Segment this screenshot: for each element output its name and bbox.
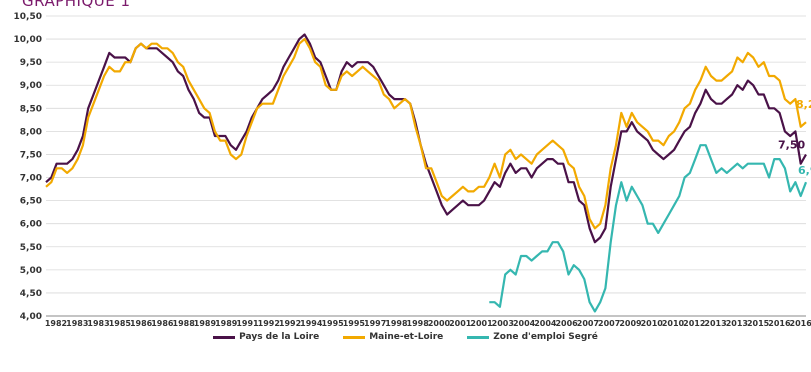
x-tick-label: 2003 (492, 319, 514, 328)
x-tick-label: 2010 (641, 319, 664, 328)
x-tick-label: 2001 (470, 319, 493, 328)
y-tick-label: 10,00 (14, 35, 42, 45)
x-tick-label: 2007 (598, 319, 620, 328)
series-line-maine (45, 38, 807, 230)
x-tick-label: 1997 (364, 319, 386, 328)
x-tick-label: 2000 (428, 319, 451, 328)
y-tick-label: 9,00 (20, 81, 42, 91)
x-tick-label: 2007 (577, 319, 599, 328)
x-tick-label: 2016 (768, 319, 791, 328)
x-tick-label: 2004 (513, 319, 536, 328)
line-chart: 4,00 4,50 5,00 5,50 6,00 6,50 7,00 7,50 8,00 8,50… (14, 12, 811, 328)
y-tick-label: 7,00 (20, 174, 42, 184)
series-lines (45, 33, 808, 313)
legend-item-maine: Maine-et-Loire (343, 332, 443, 342)
y-tick-label: 8,00 (20, 127, 42, 137)
x-tick-label: 2009 (619, 319, 642, 328)
y-tick-label: 5,00 (20, 266, 42, 276)
legend-swatch-pays (213, 335, 236, 339)
x-tick-label: 2016 (790, 319, 811, 328)
y-tick-label: 10,50 (14, 12, 42, 22)
y-tick-label: 8,50 (20, 104, 42, 114)
x-tick-label: 1992 (258, 319, 280, 328)
x-tick-label: 1989 (194, 319, 217, 328)
x-tick-label: 1983 (87, 319, 109, 328)
x-tick-label: 1988 (173, 319, 196, 328)
grid-lines (46, 15, 806, 317)
x-tick-label: 2015 (747, 319, 770, 328)
x-tick-label: 1995 (321, 319, 344, 328)
end-label-maine: 8,20 (796, 98, 811, 111)
legend-item-segre: Zone d'emploi Segré (467, 332, 598, 342)
x-tick-label: 2010 (662, 319, 685, 328)
x-tick-label: 1991 (236, 319, 259, 328)
y-axis-ticks: 4,00 4,50 5,00 5,50 6,00 6,50 7,00 7,50 8,00 8,50… (14, 12, 42, 322)
x-tick-label: 2013 (704, 319, 726, 328)
x-tick-label: 1982 (45, 319, 67, 328)
page-title: GRAPHIQUE 1 (22, 0, 131, 10)
y-tick-label: 9,50 (20, 58, 42, 68)
y-tick-label: 7,50 (20, 150, 42, 160)
end-label-segre: 6,9 (798, 164, 811, 177)
y-tick-label: 6,50 (20, 197, 42, 207)
x-tick-label: 1985 (109, 319, 132, 328)
x-tick-label: 1989 (215, 319, 238, 328)
y-tick-label: 5,50 (20, 243, 42, 253)
legend-item-pays: Pays de la Loire (213, 332, 319, 342)
x-tick-label: 2004 (534, 319, 557, 328)
y-tick-label: 4,00 (20, 312, 42, 322)
x-axis-ticks: 1982 1983 1983 1985 1986 1986 1988 1989 1989 1991… (45, 319, 811, 328)
x-tick-label: 2006 (555, 319, 578, 328)
x-tick-label: 2012 (683, 319, 705, 328)
legend-label-maine: Maine-et-Loire (369, 332, 444, 342)
series-line-segre (489, 144, 808, 313)
x-tick-label: 1998 (385, 319, 408, 328)
x-tick-label: 1986 (151, 319, 174, 328)
x-tick-label: 1992 (279, 319, 301, 328)
x-tick-label: 1994 (300, 319, 323, 328)
legend: Pays de la Loire Maine-et-Loire Zone d'e… (0, 332, 811, 342)
end-labels: 7,50 8,20 6,9 (778, 98, 811, 177)
y-tick-label: 6,00 (20, 220, 42, 230)
y-tick-label: 4,50 (20, 289, 42, 299)
series-line-pays (45, 33, 807, 244)
x-tick-label: 1998 (407, 319, 430, 328)
x-tick-label: 1995 (343, 319, 366, 328)
x-tick-label: 1986 (130, 319, 153, 328)
end-label-pays: 7,50 (778, 138, 805, 151)
legend-swatch-maine (343, 335, 366, 339)
legend-swatch-segre (467, 335, 490, 339)
x-tick-label: 1983 (66, 319, 88, 328)
x-tick-label: 2013 (726, 319, 748, 328)
legend-label-segre: Zone d'emploi Segré (493, 332, 598, 342)
x-tick-label: 2001 (449, 319, 472, 328)
legend-label-pays: Pays de la Loire (239, 332, 320, 342)
